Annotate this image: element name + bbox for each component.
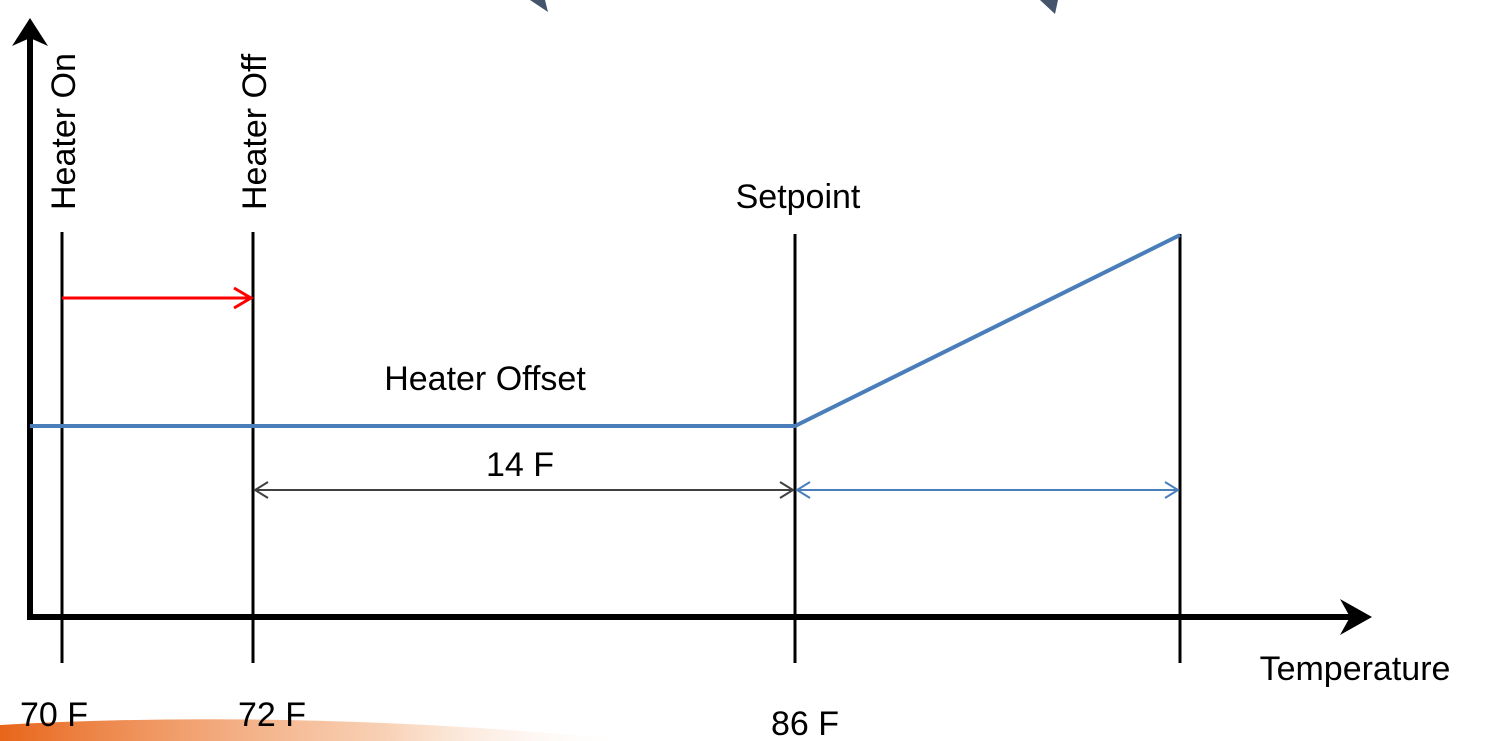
offset-value: 14 F bbox=[486, 446, 554, 484]
marker-label: Setpoint bbox=[736, 178, 861, 216]
offset-title: Heater Offset bbox=[384, 360, 586, 398]
marker-label: Heater On bbox=[45, 53, 83, 210]
decor-arrow bbox=[1040, 0, 1058, 14]
marker-lines bbox=[60, 232, 1182, 663]
marker-value: 70 F bbox=[20, 696, 88, 734]
decor-swoosh bbox=[0, 719, 640, 741]
decor-arrow bbox=[530, 0, 548, 12]
marker-value: 86 F bbox=[771, 705, 839, 741]
x-axis-arrowhead bbox=[1340, 599, 1372, 635]
heater-arrow bbox=[62, 286, 254, 310]
marker-value: 72 F bbox=[238, 696, 306, 734]
offset-dimension bbox=[253, 481, 795, 499]
x-axis-label: Temperature bbox=[1260, 650, 1451, 688]
band-dimension bbox=[795, 481, 1180, 499]
axes bbox=[27, 36, 1350, 620]
marker-label: Heater Off bbox=[236, 53, 274, 210]
output-line bbox=[30, 233, 1181, 428]
y-axis-arrowhead bbox=[12, 18, 48, 46]
